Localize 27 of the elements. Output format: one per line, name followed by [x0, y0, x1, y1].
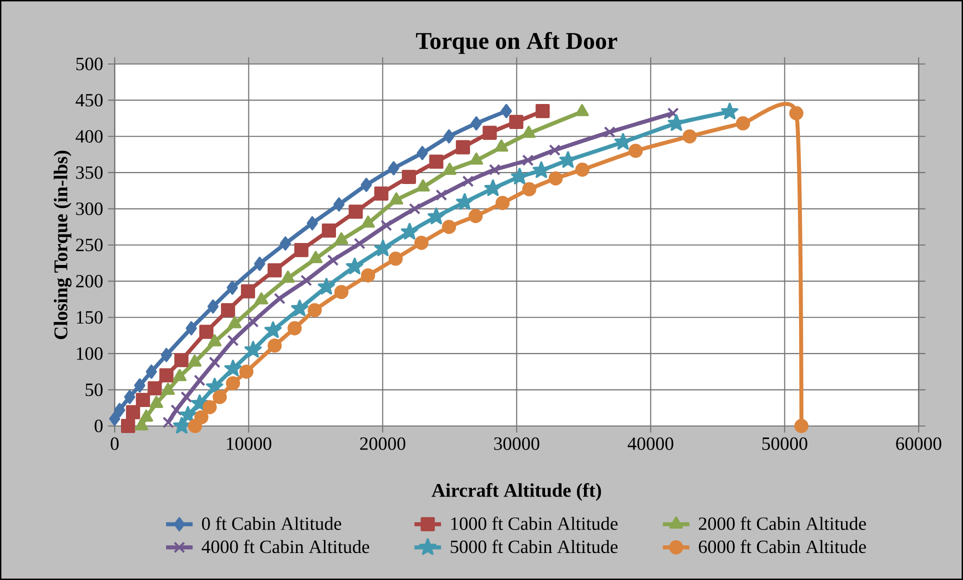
y-tick-label: 150 [76, 311, 103, 324]
x-tick-label: 10000 [226, 437, 272, 450]
legend-label: 4000 ft Cabin Altitude [202, 540, 370, 554]
legend-label: 1000 ft Cabin Altitude [451, 516, 618, 530]
y-tick-label: 350 [76, 166, 103, 179]
x-tick-label: 20000 [360, 437, 406, 450]
x-tick-label: 50000 [762, 437, 808, 450]
y-tick-label: 0 [94, 420, 103, 432]
x-tick-label: 30000 [494, 437, 540, 450]
legend-label: 2000 ft Cabin Altitude [698, 516, 866, 530]
y-tick-label: 400 [76, 130, 103, 143]
legend-label: 0 ft Cabin Altitude [202, 516, 342, 530]
y-tick-label: 300 [76, 202, 103, 216]
chart-title: Torque on Aft Door [416, 32, 618, 54]
y-tick-label: 50 [86, 383, 103, 396]
x-tick-label: 0 [110, 437, 119, 450]
y-tick-label: 450 [76, 94, 103, 106]
y-axis-title: Closing Torque (in-lbs) [54, 150, 72, 340]
legend-label: 5000 ft Cabin Altitude [450, 540, 618, 554]
x-axis-title: Aircraft Altitude (ft) [432, 483, 601, 501]
y-tick-label: 200 [76, 274, 103, 288]
x-tick-label: 60000 [896, 437, 942, 450]
y-tick-label: 500 [76, 58, 103, 70]
y-tick-label: 100 [76, 347, 103, 360]
legend-label: 6000 ft Cabin Altitude [698, 540, 866, 554]
x-tick-label: 40000 [628, 437, 674, 450]
y-tick-label: 250 [76, 238, 103, 252]
